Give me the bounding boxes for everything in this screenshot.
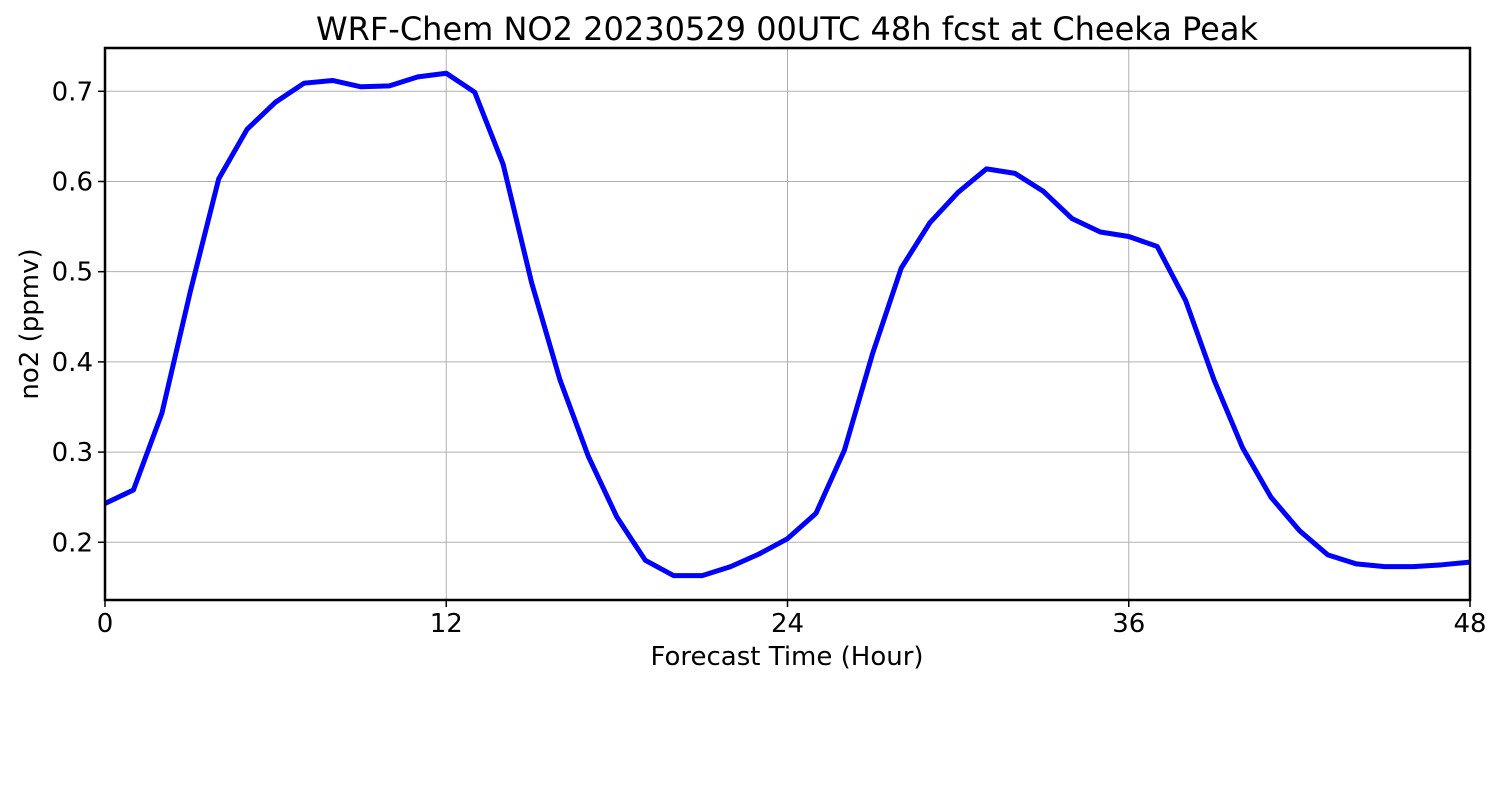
- x-tick-label: 0: [97, 609, 114, 639]
- y-tick-label: 0.5: [52, 258, 93, 288]
- y-tick-label: 0.7: [52, 77, 93, 107]
- y-axis-ticks: 0.2 0.3 0.4 0.5 0.6 0.7: [52, 77, 105, 558]
- x-tick-label: 48: [1453, 609, 1486, 639]
- x-axis-ticks: 0 12 24 36 48: [97, 600, 1487, 639]
- series-line: [105, 70, 1470, 579]
- x-tick-label: 36: [1112, 609, 1145, 639]
- y-tick-label: 0.2: [52, 528, 93, 558]
- chart-title: WRF-Chem NO2 20230529 00UTC 48h fcst at …: [316, 10, 1258, 48]
- x-tick-label: 12: [430, 609, 463, 639]
- y-axis-label: no2 (ppmv): [15, 248, 45, 399]
- series-layer: [105, 70, 1470, 579]
- y-tick-label: 0.6: [52, 167, 93, 197]
- grid-lines: [104, 48, 1471, 600]
- x-tick-label: 24: [771, 609, 804, 639]
- y-tick-label: 0.3: [52, 438, 93, 468]
- y-tick-label: 0.4: [52, 348, 93, 378]
- x-axis-label: Forecast Time (Hour): [650, 642, 923, 672]
